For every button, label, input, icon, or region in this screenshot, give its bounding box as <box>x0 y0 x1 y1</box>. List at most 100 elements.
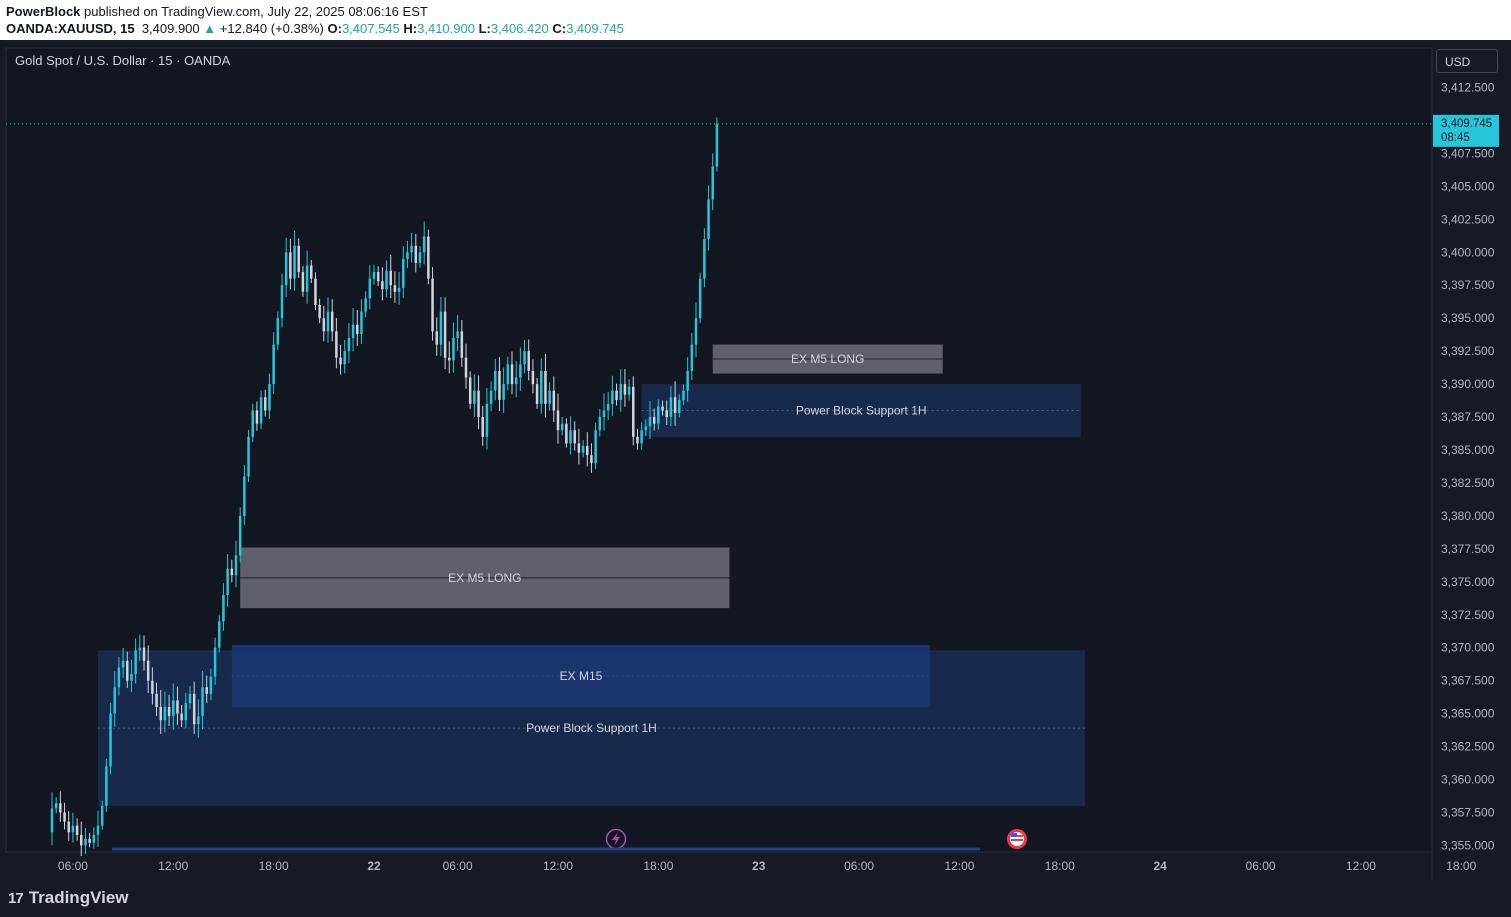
candle-body <box>494 370 497 391</box>
high-label: H: <box>403 21 418 36</box>
candle-body <box>594 430 597 464</box>
candle-body <box>289 252 292 279</box>
y-tick-label: 3,367.500 <box>1441 674 1495 688</box>
candle-body <box>84 838 87 846</box>
candle-body <box>523 351 526 365</box>
candle-body <box>100 805 104 826</box>
candle-body <box>485 403 489 437</box>
candle-body <box>427 236 430 279</box>
candle-body <box>414 245 418 263</box>
candle-body <box>280 285 284 319</box>
candle-body <box>356 324 359 335</box>
candle-body <box>665 410 668 418</box>
time-axis[interactable]: 06:00 12:00 18:00 22 06:00 12:00 18:00 23 06:00 1… <box>58 859 1477 873</box>
candle-body <box>598 417 602 431</box>
symbol-title: Gold Spot / U.S. Dollar · 15 · OANDA <box>15 53 231 68</box>
candle-body <box>577 443 581 453</box>
candle-body <box>310 265 313 279</box>
y-tick-label: 3,402.500 <box>1441 212 1495 226</box>
candle-body <box>180 713 183 721</box>
y-tick-label: 3,405.000 <box>1441 179 1495 193</box>
y-tick-label: 3,400.000 <box>1441 245 1495 259</box>
y-tick-label: 3,392.500 <box>1441 344 1495 358</box>
candle-body <box>560 423 564 431</box>
candle-body <box>531 370 535 385</box>
candle-body <box>230 568 234 576</box>
candle-body <box>71 825 75 833</box>
y-tick-label: 3,407.500 <box>1441 146 1495 160</box>
candle-body <box>590 455 593 464</box>
publisher-name[interactable]: PowerBlock <box>6 4 81 19</box>
zone-label-2: EX M5 LONG <box>448 571 521 585</box>
price-axis[interactable]: 3,355.000 3,357.500 3,360.000 3,362.500 3,36… <box>1441 48 1495 853</box>
candle-body <box>632 386 635 437</box>
x-tick-label: 12:00 <box>543 859 573 873</box>
currency-selector[interactable]: USD <box>1436 49 1498 73</box>
high-value: 3,410.900 <box>417 21 475 36</box>
candle-body <box>698 278 702 319</box>
candle-body <box>389 270 392 286</box>
chart-area[interactable]: EX M5 LONG Power Block Support 1H EX M5 LO… <box>0 40 1511 917</box>
candle-body <box>540 370 543 404</box>
candle-body <box>431 278 434 332</box>
candle-body <box>155 693 158 708</box>
candle-body <box>410 245 413 253</box>
candle-body <box>456 331 459 338</box>
candle-body <box>264 397 267 411</box>
candle-body <box>339 357 342 365</box>
close-value: 3,409.745 <box>566 21 624 36</box>
candle-body <box>276 318 280 345</box>
x-tick-label: 23 <box>752 859 766 873</box>
y-tick-label: 3,412.500 <box>1441 81 1495 95</box>
x-tick-label: 22 <box>367 859 381 873</box>
x-tick-label: 18:00 <box>643 859 673 873</box>
candle-body <box>205 687 208 694</box>
candle-body <box>544 370 547 404</box>
change-text: +12.840 (+0.38%) <box>219 21 324 36</box>
candle-body <box>92 834 96 843</box>
us-flag-event-icon[interactable] <box>1007 829 1027 849</box>
candle-body <box>347 337 351 352</box>
candle-body <box>360 311 363 335</box>
candle-body <box>222 594 225 622</box>
candle-body <box>711 166 714 200</box>
candle-body <box>573 430 576 444</box>
candle-body <box>105 766 108 806</box>
candle-body <box>142 647 146 661</box>
y-tick-label: 3,357.500 <box>1441 805 1495 819</box>
candle-body <box>661 406 664 411</box>
candle-body <box>364 298 367 312</box>
tradingview-logo[interactable]: 17 TradingView <box>8 888 129 908</box>
candle-body <box>247 436 250 477</box>
close-label: C: <box>552 21 567 36</box>
zone-label-4: Power Block Support 1H <box>526 721 657 735</box>
candle-body <box>552 390 556 411</box>
candle-body <box>63 812 66 822</box>
publish-header: PowerBlock published on TradingView.com,… <box>0 0 1511 40</box>
candle-body <box>305 265 309 292</box>
last-price-tag: 3,409.745 08:45 <box>1433 114 1499 147</box>
candle-body <box>201 687 204 717</box>
lightning-event-icon[interactable] <box>605 828 627 850</box>
candle-body <box>301 272 305 292</box>
candles-layer <box>50 117 719 856</box>
zone-label-3: EX M15 <box>560 669 603 683</box>
last-price-label: 3,409.745 <box>1441 118 1492 130</box>
price-chart[interactable]: EX M5 LONG Power Block Support 1H EX M5 LO… <box>0 40 1511 917</box>
candle-body <box>439 311 443 345</box>
candle-body <box>514 377 518 385</box>
published-text: published on TradingView.com, July 22, 2… <box>84 4 428 19</box>
zone-rect-4[interactable] <box>98 650 1085 806</box>
candle-body <box>448 357 451 361</box>
candle-body <box>694 318 698 345</box>
candle-body <box>418 252 422 263</box>
y-tick-label: 3,377.500 <box>1441 542 1495 556</box>
candle-body <box>126 660 129 681</box>
x-tick-label: 12:00 <box>158 859 188 873</box>
candle-body <box>393 285 397 292</box>
candle-body <box>372 272 376 279</box>
y-tick-label: 3,375.000 <box>1441 575 1495 589</box>
candle-body <box>615 390 618 400</box>
x-tick-label: 12:00 <box>944 859 974 873</box>
candle-body <box>238 515 242 556</box>
